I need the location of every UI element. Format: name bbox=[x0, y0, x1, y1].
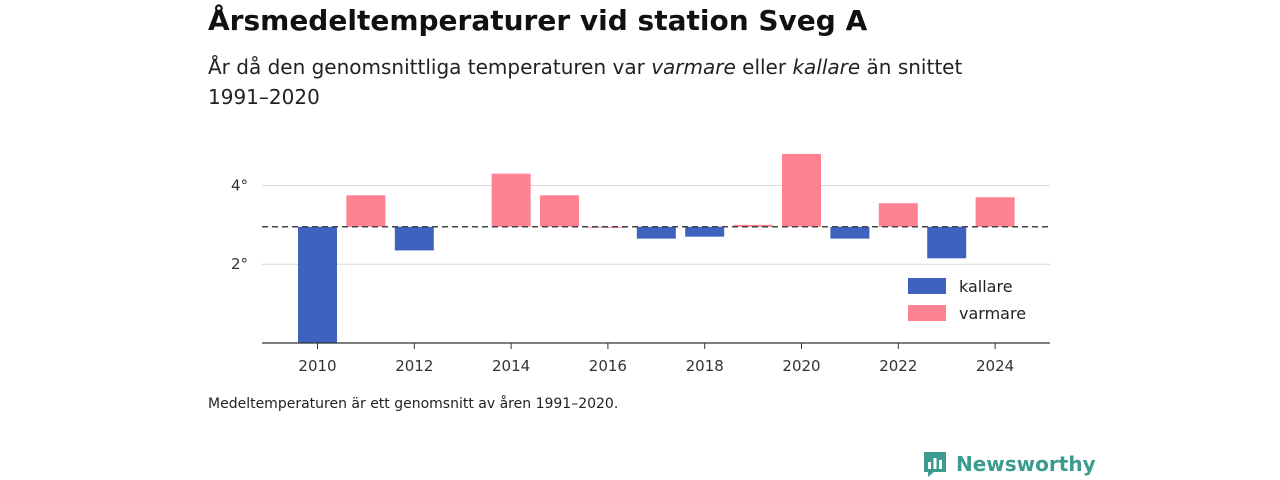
legend-swatch-varmare bbox=[908, 305, 946, 321]
x-tick-label: 2024 bbox=[976, 357, 1014, 375]
bar-2022 bbox=[878, 203, 918, 227]
chart-subtitle: År då den genomsnittliga temperaturen va… bbox=[208, 52, 1028, 112]
x-tick-label: 2010 bbox=[298, 357, 336, 375]
x-tick-label: 2018 bbox=[686, 357, 724, 375]
bar-2019 bbox=[733, 224, 773, 227]
subtitle-warm: varmare bbox=[651, 55, 736, 79]
bar-2015 bbox=[540, 195, 579, 227]
bar-2010 bbox=[298, 226, 337, 343]
x-tick-label: 2022 bbox=[879, 357, 917, 375]
footnote: Medeltemperaturen är ett genomsnitt av å… bbox=[208, 396, 619, 412]
y-tick-label: 2° bbox=[231, 255, 248, 273]
brand-logo: Newsworthy bbox=[922, 450, 1096, 478]
bar-2023 bbox=[927, 226, 967, 259]
bar-2017 bbox=[636, 226, 676, 239]
newsworthy-logo-icon bbox=[924, 452, 946, 477]
bar-2021 bbox=[830, 226, 870, 239]
legend-swatch-kallare bbox=[908, 278, 946, 294]
x-tick-label: 2020 bbox=[782, 357, 820, 375]
brand-name: Newsworthy bbox=[956, 452, 1096, 476]
bar-2020 bbox=[782, 153, 821, 227]
x-tick-label: 2016 bbox=[589, 357, 627, 375]
bar-2011 bbox=[346, 195, 386, 227]
legend-label: varmare bbox=[959, 304, 1026, 323]
bar-2012 bbox=[394, 226, 434, 251]
subtitle-cold: kallare bbox=[792, 55, 861, 79]
bar-2024 bbox=[975, 197, 1015, 227]
subtitle-mid: eller bbox=[735, 55, 793, 79]
chart-title: Årsmedeltemperaturer vid station Sveg A bbox=[208, 4, 868, 37]
x-tick-label: 2014 bbox=[492, 357, 530, 375]
subtitle-post: än snittet 1991–2020 bbox=[208, 55, 963, 109]
y-tick-label: 4° bbox=[231, 176, 248, 194]
bar-2014 bbox=[491, 173, 531, 227]
x-tick-label: 2012 bbox=[395, 357, 433, 375]
legend-label: kallare bbox=[959, 277, 1013, 296]
bar-2018 bbox=[685, 226, 725, 237]
subtitle-pre: År då den genomsnittliga temperaturen va… bbox=[208, 55, 652, 79]
